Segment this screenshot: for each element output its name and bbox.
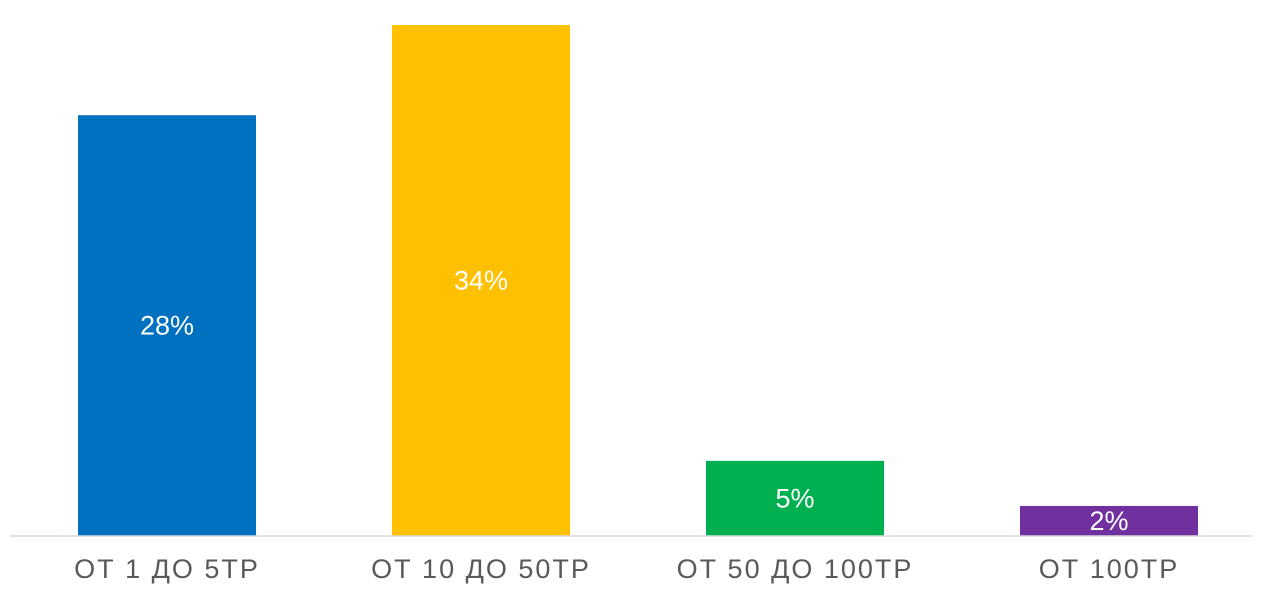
data-label-4: 2% [1089,506,1128,536]
data-label-2: 34% [454,266,508,296]
data-label-1: 28% [140,311,194,341]
x-tick-label-4: ОТ 100ТР [1039,554,1180,584]
data-labels-layer: 28% 34% 5% 2% [140,266,1129,536]
bars-layer [78,25,1198,537]
x-tick-labels-layer: ОТ 1 ДО 5ТР ОТ 10 ДО 50ТР ОТ 50 ДО 100ТР ОТ… [74,554,1180,584]
x-tick-label-1: ОТ 1 ДО 5ТР [74,554,260,584]
bar-2 [392,25,570,537]
x-tick-label-3: ОТ 50 ДО 100ТР [677,554,914,584]
bar-4 [1020,505,1198,536]
data-label-3: 5% [775,483,814,513]
bar-1 [78,115,256,536]
bar-3 [706,460,884,536]
x-tick-label-2: ОТ 10 ДО 50ТР [371,554,591,584]
